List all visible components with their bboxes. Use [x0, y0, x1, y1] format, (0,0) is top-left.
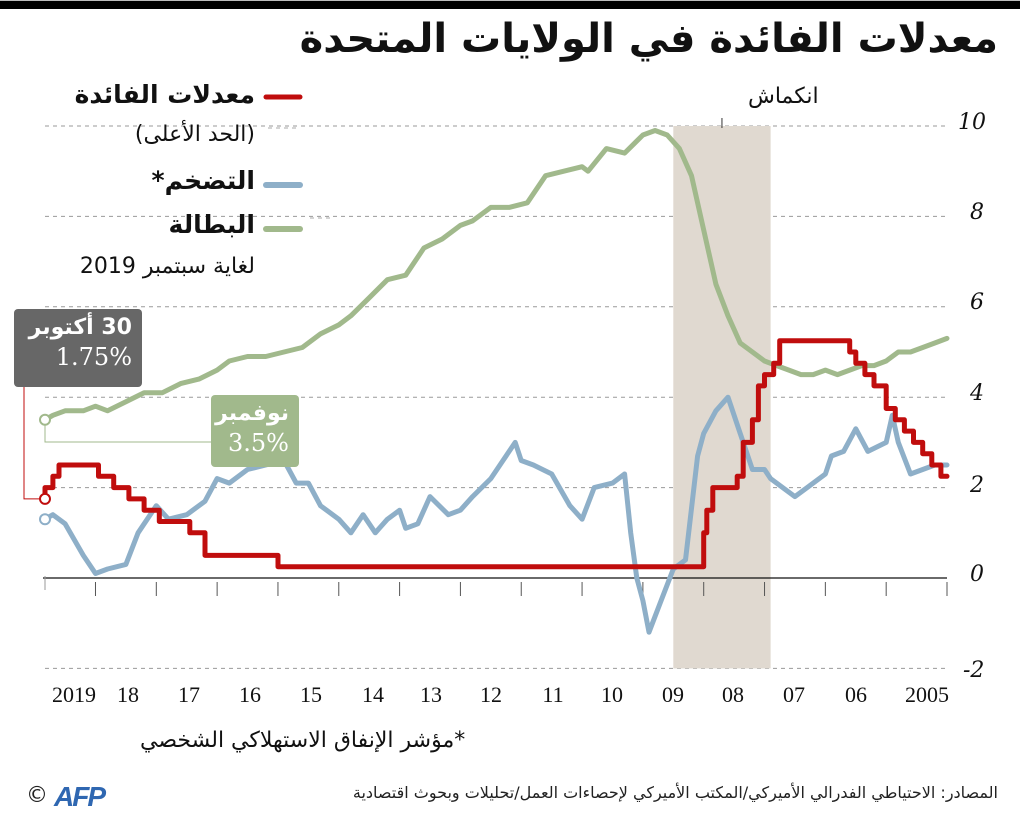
legend-sub-rates: (الحد الأعلى): [134, 122, 255, 147]
x-tick-label: 15: [300, 682, 322, 707]
unemployment-callout-month: نوفمبر: [215, 401, 289, 426]
x-tick-label: 08: [722, 682, 744, 707]
y-tick-label: 10: [958, 110, 986, 135]
x-tick-label: 18: [117, 682, 139, 707]
afp-logo: AFP: [54, 781, 106, 812]
x-tick-label: 14: [362, 682, 384, 707]
rates-endpoint-marker: [39, 492, 51, 505]
source-credit: المصادر: الاحتياطي الفدرالي الأميركي/الم…: [352, 783, 998, 802]
y-tick-label: 0: [970, 562, 984, 587]
copyright-symbol: ©: [26, 783, 48, 808]
legend-swatches: [263, 94, 330, 232]
y-tick-label: 6: [970, 290, 984, 315]
legend-label-rates: معدلات الفائدة: [74, 80, 255, 109]
gridlines: [45, 125, 947, 669]
rates-line: [42, 338, 950, 570]
rate-callout-date: 30 أكتوبر: [28, 315, 132, 340]
x-tick-label: 2005: [905, 682, 949, 707]
x-tick-label: 17: [178, 682, 200, 707]
y-tick-label: -2: [963, 658, 985, 683]
rate-callout-value: 1.75%: [55, 343, 132, 371]
footnote: *مؤشر الإنفاق الاستهلاكي الشخصي: [140, 728, 466, 753]
legend-date-note: لغاية سبتمبر 2019: [79, 254, 255, 279]
legend-label-inflation: التضخم*: [151, 166, 256, 195]
legend-label-unemployment: البطالة: [168, 210, 255, 239]
rate-callout: 30 أكتوبر 1.75%: [14, 309, 142, 387]
x-tick-label: 11: [542, 682, 564, 707]
y-tick-label: 2: [970, 473, 984, 498]
top-bar: [0, 0, 1020, 9]
series-lines: [39, 128, 950, 635]
unemployment-endpoint-marker: [39, 413, 51, 426]
inflation-endpoint-marker: [39, 513, 51, 526]
unemployment-callout-value: 3.5%: [228, 429, 289, 457]
recession-label: انكماش: [748, 84, 819, 109]
y-tick-label: 4: [970, 381, 984, 406]
inflation-line: [42, 394, 950, 635]
y-tick-label: 8: [970, 200, 984, 225]
unemployment-callout: نوفمبر 3.5%: [211, 395, 299, 467]
x-tick-label: 13: [420, 682, 442, 707]
unemployment-line: [42, 128, 950, 423]
x-tick-label: 12: [480, 682, 502, 707]
x-tick-label: 06: [845, 682, 867, 707]
chart-title: معدلات الفائدة في الولايات المتحدة: [299, 16, 998, 62]
x-tick-label: 09: [662, 682, 684, 707]
x-tick-label: 07: [783, 682, 805, 707]
x-tick-label: 2019: [52, 682, 96, 707]
x-tick-label: 10: [601, 682, 623, 707]
x-tick-label: 16: [239, 682, 261, 707]
callout-leaders: [23, 387, 211, 500]
x-axis: [43, 576, 948, 596]
